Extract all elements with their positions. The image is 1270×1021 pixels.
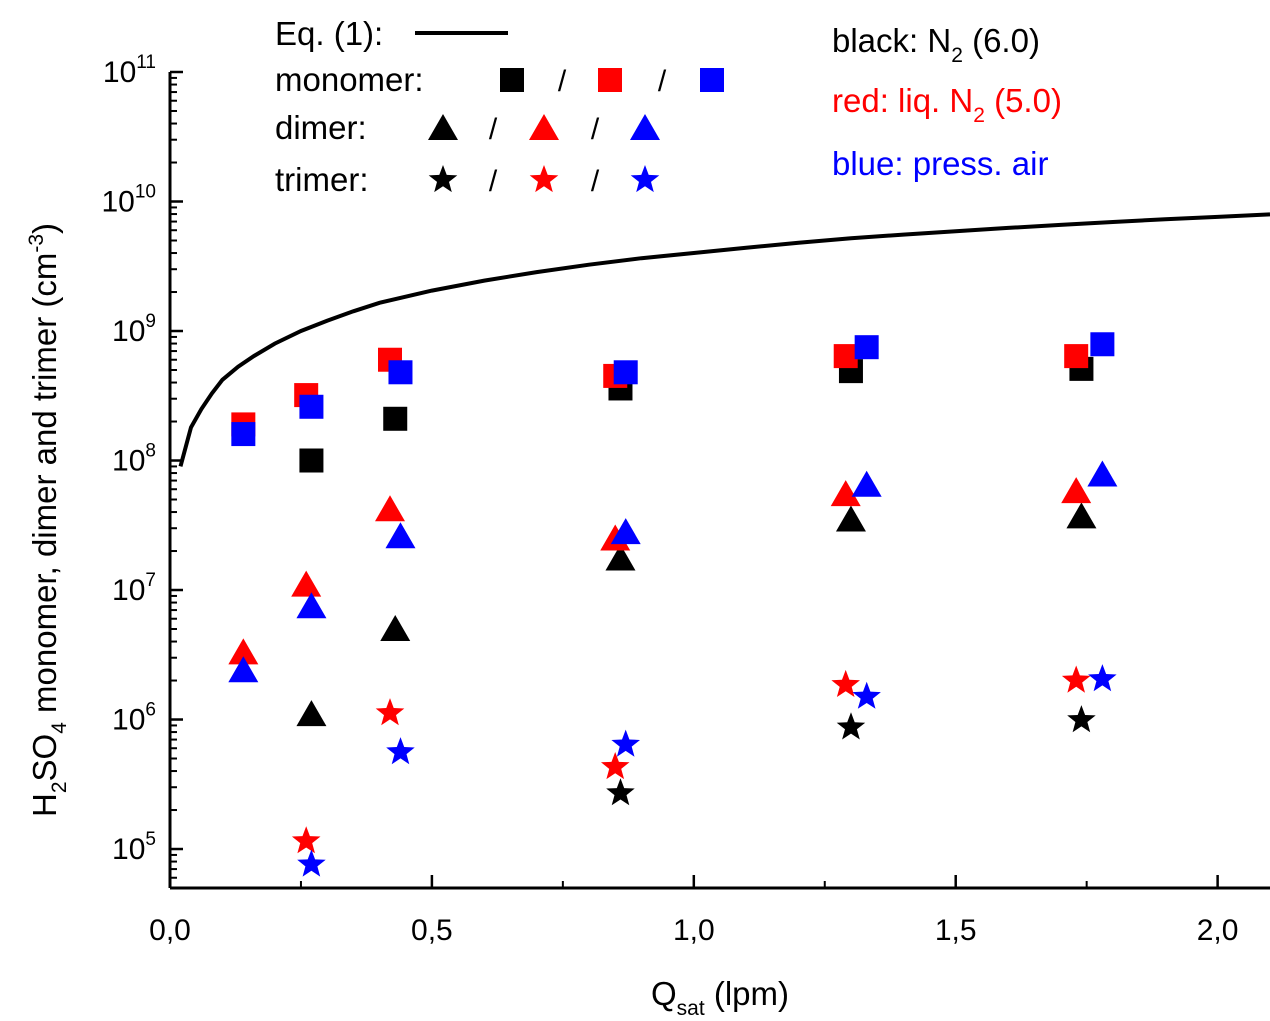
legend-triangle-label: dimer: <box>275 109 367 146</box>
y-tick-label: 108 <box>112 441 156 478</box>
trimer-blue-point <box>297 849 326 877</box>
monomer-blue-point <box>388 360 413 385</box>
legend-square-blue-marker <box>700 68 724 92</box>
dimer-blue-point <box>1087 460 1118 487</box>
x-tick-label: 2,0 <box>1197 914 1239 947</box>
eq1-curve <box>178 212 1270 467</box>
legend-triangle-red-marker <box>529 114 559 140</box>
monomer-blue-point <box>299 394 324 419</box>
trimer-black-point <box>606 778 635 806</box>
legend-triangle-black-marker <box>428 114 458 140</box>
legend-color-note-1: black: N2 (6.0) <box>832 22 1040 67</box>
legend-separator: / <box>489 113 498 146</box>
legend-star-blue-marker <box>630 165 660 193</box>
legend-separator: / <box>558 65 567 98</box>
monomer-blue-point <box>854 335 879 360</box>
points-layer <box>228 332 1118 877</box>
dimer-black-point <box>835 505 866 532</box>
y-axis-label: H2SO4 monomer, dimer and trimer (cm-3) <box>25 223 71 817</box>
monomer-black-point <box>299 448 324 473</box>
y-tick-label: 105 <box>112 829 156 866</box>
monomer-red-point <box>1064 344 1089 369</box>
dimer-blue-point <box>228 656 259 683</box>
axes: 0,0 0,5 1,0 1,5 2,0 105 106 107 108 109 1010 1011 Qs… <box>25 52 1270 1020</box>
dimer-blue-point <box>385 522 416 549</box>
legend-eq-label: Eq. (1): <box>275 15 383 52</box>
dimer-black-point <box>605 544 636 571</box>
trimer-black-point <box>1067 705 1096 733</box>
monomer-red-point <box>833 344 858 369</box>
dimer-red-point <box>375 495 405 522</box>
legend-triangle-blue-marker <box>630 114 660 140</box>
legend-color-note-2: red: liq. N2 (5.0) <box>832 82 1062 127</box>
legend-square-red-marker <box>598 68 622 92</box>
legend-separator: / <box>591 113 600 146</box>
legend-star-black-marker <box>428 165 458 193</box>
x-axis-label: Qsat (lpm) <box>651 975 789 1020</box>
trimer-red-point <box>831 669 860 697</box>
y-tick-label: 1011 <box>103 52 156 89</box>
dimer-red-point <box>228 638 259 665</box>
dimer-red-point <box>830 480 861 507</box>
dimer-black-point <box>1066 502 1097 529</box>
legend-star-red-marker <box>529 165 559 193</box>
monomer-blue-point <box>1090 332 1115 357</box>
trimer-black-point <box>836 712 866 740</box>
y-tick-label: 106 <box>112 700 156 737</box>
trimer-red-point <box>291 826 321 854</box>
legend: Eq. (1): monomer: / / dimer: / / trimer: / / black… <box>275 15 1062 198</box>
legend-square-black-marker <box>500 68 524 92</box>
trimer-red-point <box>1061 665 1091 693</box>
trimer-blue-point <box>1088 664 1117 692</box>
curve-layer <box>178 212 1270 467</box>
monomer-black-point <box>383 406 408 431</box>
y-tick-label: 107 <box>112 570 156 607</box>
trimer-blue-point <box>386 737 415 765</box>
trimer-blue-point <box>852 681 881 709</box>
legend-separator: / <box>658 65 667 98</box>
legend-separator: / <box>489 165 498 198</box>
dimer-blue-point <box>296 592 327 619</box>
x-tick-label: 0,5 <box>411 914 453 947</box>
trimer-blue-point <box>611 729 640 757</box>
dimer-black-point <box>296 700 327 727</box>
legend-separator: / <box>591 165 600 198</box>
y-tick-label: 1010 <box>101 182 156 219</box>
legend-color-note-3: blue: press. air <box>832 145 1048 182</box>
dimer-black-point <box>380 614 411 641</box>
trimer-red-point <box>375 698 405 726</box>
x-tick-label: 1,0 <box>673 914 715 947</box>
dimer-red-point <box>1061 477 1092 504</box>
x-tick-label: 0,0 <box>149 914 191 947</box>
monomer-blue-point <box>613 360 638 385</box>
x-tick-label: 1,5 <box>935 914 977 947</box>
dimer-blue-point <box>610 518 641 545</box>
y-tick-label: 109 <box>112 311 156 348</box>
legend-square-label: monomer: <box>275 61 424 98</box>
legend-star-label: trimer: <box>275 161 369 198</box>
dimer-blue-point <box>851 470 882 497</box>
dimer-red-point <box>291 570 322 597</box>
trimer-red-point <box>601 752 630 780</box>
monomer-blue-point <box>231 422 256 447</box>
